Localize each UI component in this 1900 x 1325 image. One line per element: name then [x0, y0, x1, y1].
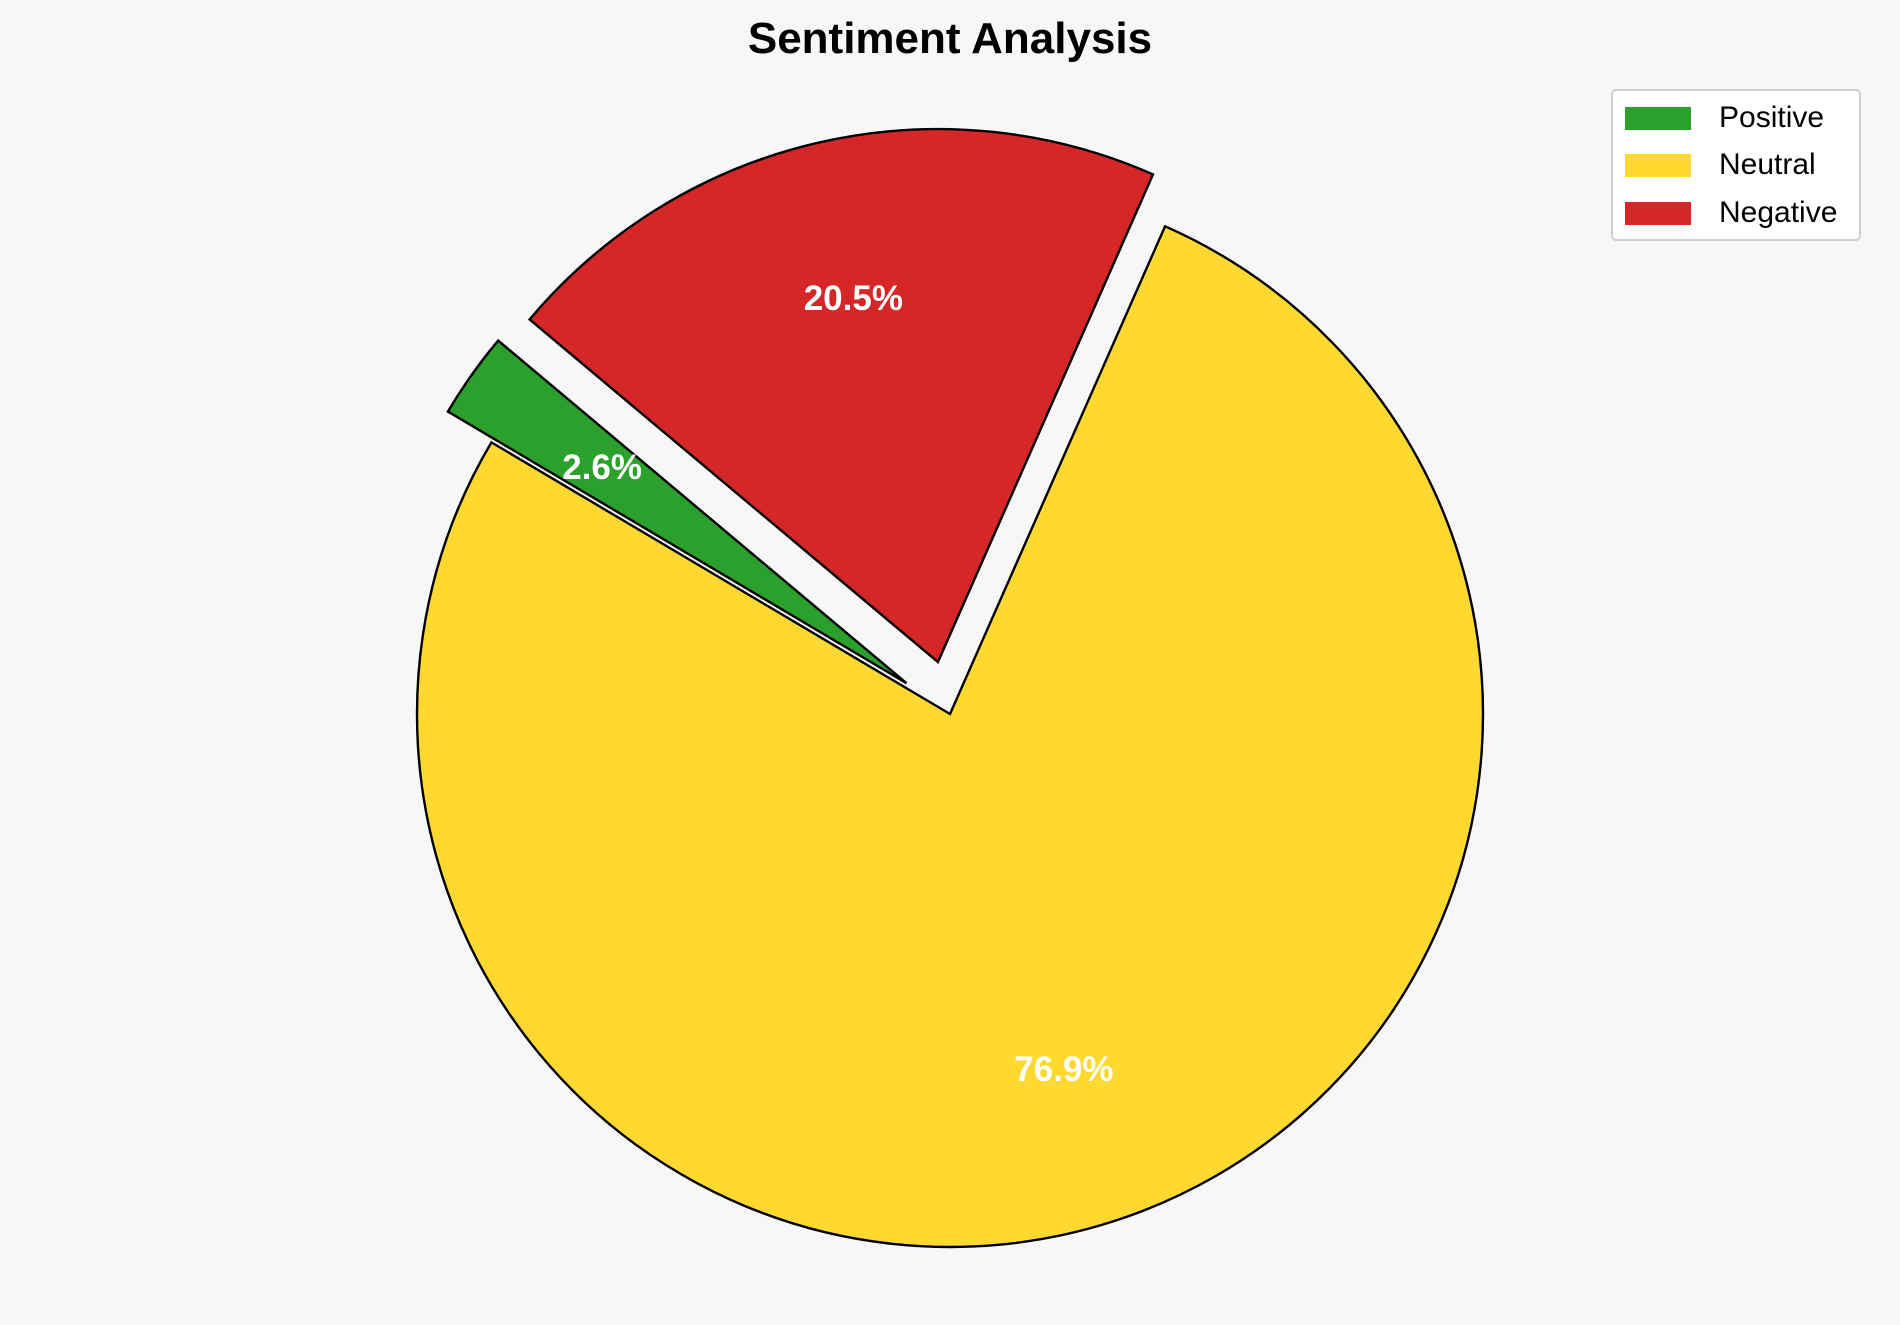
legend-swatch-neutral: [1625, 153, 1691, 177]
legend-item-neutral: Neutral: [1625, 148, 1816, 181]
legend-label-negative: Negative: [1719, 196, 1838, 229]
legend-item-positive: Positive: [1625, 101, 1825, 134]
legend-label-positive: Positive: [1719, 101, 1825, 134]
legend-swatch-positive: [1625, 106, 1691, 130]
pct-label-negative: 20.5%: [804, 279, 903, 318]
chart-title: Sentiment Analysis: [747, 14, 1153, 63]
legend-swatch-negative: [1625, 201, 1691, 225]
pie-slice-positive: [446, 338, 908, 685]
legend-label-neutral: Neutral: [1719, 148, 1816, 181]
pie-slice-neutral: [415, 224, 1485, 1249]
pie-slice-negative: [527, 127, 1155, 665]
legend-item-negative: Negative: [1625, 196, 1838, 229]
pct-label-positive: 2.6%: [562, 448, 642, 487]
pct-label-neutral: 76.9%: [1014, 1050, 1113, 1089]
legend: Positive Neutral Negative: [1611, 89, 1861, 241]
